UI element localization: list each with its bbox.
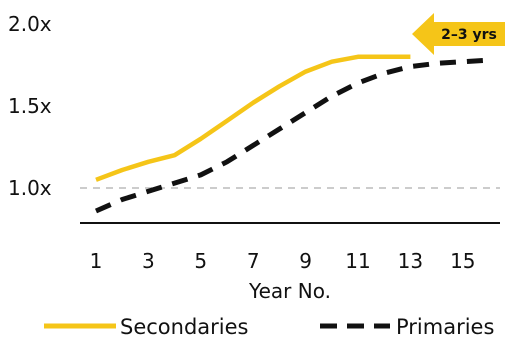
series-line-secondaries (95, 54, 411, 182)
x-tick-label-3: 7 (247, 249, 260, 273)
x-tick-label-7: 15 (450, 249, 475, 273)
legend-label-primaries: Primaries (396, 315, 494, 337)
x-tick-label-6: 13 (398, 249, 423, 273)
x-tick-label-0: 1 (90, 249, 103, 273)
legend: Secondaries Primaries (44, 315, 494, 337)
x-tick-label-5: 11 (345, 249, 370, 273)
series-layer (94, 54, 490, 214)
y-tick-label-1: 1.5x (8, 94, 52, 118)
y-tick-label-2: 1.0x (8, 176, 52, 200)
callout-2-3-yrs: 2–3 yrs (412, 13, 505, 55)
x-tick-label-4: 9 (299, 249, 312, 273)
series-line-primaries (94, 57, 490, 214)
legend-label-secondaries: Secondaries (120, 315, 248, 337)
callout-text: 2–3 yrs (441, 27, 497, 43)
x-tick-label-2: 5 (194, 249, 207, 273)
y-tick-label-0: 2.0x (8, 12, 52, 36)
x-axis-title: Year No. (248, 279, 331, 303)
x-axis-ticks: 1 3 5 7 9 11 13 15 (90, 249, 476, 273)
y-axis-ticks: 2.0x 1.5x 1.0x (8, 12, 52, 200)
x-tick-label-1: 3 (142, 249, 155, 273)
callout-arrow-shape (412, 13, 505, 55)
